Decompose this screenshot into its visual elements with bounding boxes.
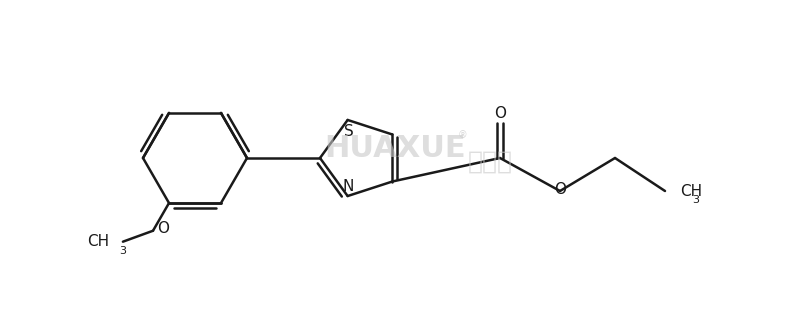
Text: CH: CH [680, 184, 702, 198]
Text: 3: 3 [119, 246, 126, 256]
Text: HUAXUE: HUAXUE [324, 133, 466, 163]
Text: S: S [344, 125, 354, 139]
Text: CH: CH [87, 234, 109, 249]
Text: O: O [554, 181, 566, 197]
Text: 化学加: 化学加 [467, 150, 513, 174]
Text: O: O [157, 221, 169, 236]
Text: ®: ® [457, 130, 467, 140]
Text: 3: 3 [692, 195, 699, 205]
Text: O: O [494, 105, 506, 121]
Text: N: N [343, 179, 354, 193]
